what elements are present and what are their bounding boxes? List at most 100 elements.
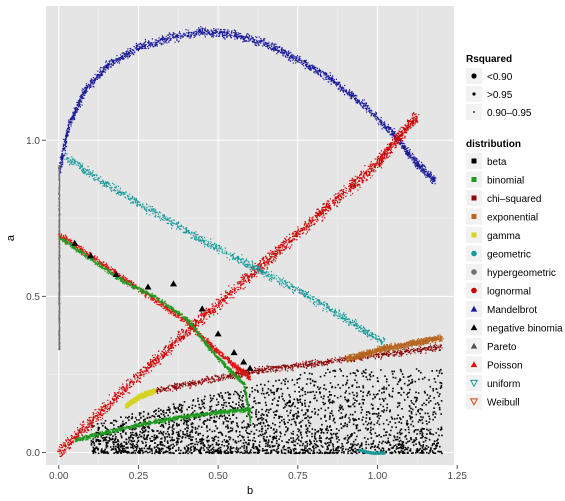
legend-item: hypergeometric — [466, 264, 556, 280]
legend-key-circle — [472, 92, 476, 96]
marker-point — [240, 358, 248, 365]
series-lognormal — [57, 112, 420, 458]
legend-key-square — [471, 214, 477, 219]
series-negative binomia — [71, 239, 254, 371]
legend-label: Weibull — [487, 398, 520, 409]
series-Mandelbrot — [58, 26, 437, 185]
band-points-chi–squared — [153, 343, 443, 395]
legend-label: binomial — [487, 176, 524, 187]
legend-title-rsquared: Rsquared — [466, 54, 512, 65]
legend-item: 0.90–0.95 — [466, 104, 532, 120]
legend-key-triangle-down — [469, 398, 479, 406]
series-chi–squared — [153, 343, 443, 395]
legend-key-square — [471, 177, 477, 182]
legend-key-square — [471, 195, 477, 201]
marker-point — [246, 364, 254, 371]
legend-key-circle — [471, 250, 477, 257]
legend-key-circle — [471, 269, 477, 275]
legend-label: gamma — [487, 231, 521, 242]
x-tick-label: 1.00 — [368, 471, 388, 482]
legend-item: Poisson — [466, 356, 523, 373]
legend-key-bg — [466, 393, 482, 410]
series-geometric — [64, 153, 386, 349]
series-exponential — [344, 334, 444, 363]
series-gamma — [124, 388, 157, 409]
legend-title-distribution: distribution — [466, 139, 521, 150]
legend-item: >0.95 — [466, 86, 513, 102]
legend-item: chi–squared — [466, 190, 541, 206]
legend-label: 0.90–0.95 — [487, 108, 532, 119]
legend-label: lognormal — [487, 287, 531, 298]
band-points-binomial-lower — [74, 406, 252, 443]
legend-label: chi–squared — [487, 194, 541, 205]
data-points — [57, 26, 444, 458]
x-tick-label: 0.00 — [49, 471, 69, 482]
marker-point — [144, 283, 152, 290]
legend-label: beta — [487, 157, 507, 168]
legend-label: hypergeometric — [487, 268, 556, 279]
legend-label: uniform — [487, 379, 520, 390]
legend-label: negative binomia — [487, 324, 563, 335]
band-points-lognormal — [57, 112, 420, 458]
legend-key-triangle-down — [469, 379, 479, 388]
legend-key-triangle — [470, 361, 478, 368]
legend-item: uniform — [466, 375, 520, 391]
band-points-geometric-cluster — [358, 448, 386, 456]
marker-point — [214, 330, 222, 337]
band-points-Mandelbrot — [58, 26, 437, 185]
legend-key-triangle — [470, 305, 478, 312]
legend-key-bg — [466, 375, 482, 391]
marker-point — [71, 239, 79, 246]
cloud-points-beta — [90, 368, 443, 455]
marker-point — [198, 305, 206, 312]
marker-point — [112, 271, 120, 278]
legend-label: Pareto — [487, 342, 517, 353]
legend-label: <0.90 — [487, 72, 513, 83]
legend-label: Mandelbrot — [487, 305, 537, 316]
x-tick-label: 1.25 — [447, 471, 467, 482]
legend-item: <0.90 — [466, 68, 513, 84]
legend-key-square — [471, 158, 477, 164]
legend-label: geometric — [487, 250, 531, 261]
series-geometric-cluster — [358, 448, 386, 456]
y-axis-title: a — [5, 234, 17, 241]
y-tick-label: 0.5 — [26, 292, 40, 303]
legend-key-circle — [473, 111, 475, 113]
legend-key-triangle — [470, 342, 478, 349]
legend-item: binomial — [466, 171, 524, 188]
legend: Rsquared <0.90 >0.95 0.90–0.95 distribution b… — [466, 54, 563, 410]
x-tick-label: 0.75 — [288, 471, 308, 482]
series-beta — [90, 368, 443, 455]
legend-label: exponential — [487, 213, 538, 224]
series-Poisson — [58, 233, 252, 381]
legend-item: exponential — [466, 208, 538, 225]
legend-key-circle — [471, 287, 477, 294]
band-points-geometric — [64, 153, 386, 349]
legend-item: Weibull — [466, 393, 520, 410]
x-axis-title: b — [247, 485, 253, 497]
legend-item: negative binomia — [466, 319, 563, 336]
legend-item: Mandelbrot — [466, 301, 537, 317]
legend-item: lognormal — [466, 282, 531, 299]
legend-item: Pareto — [466, 338, 517, 354]
series-hypergeometric — [58, 165, 61, 351]
band-points-gamma — [124, 388, 157, 409]
axes: 0.00 0.25 0.50 0.75 1.00 1.25 0.0 0.5 1.0 — [26, 136, 467, 482]
legend-key-circle — [471, 73, 477, 79]
legend-label: Poisson — [487, 361, 523, 372]
legend-item: geometric — [466, 245, 531, 262]
band-points-Poisson — [58, 233, 252, 381]
y-tick-label: 0.0 — [26, 448, 40, 459]
band-points-exponential — [344, 334, 444, 363]
legend-key-triangle — [470, 324, 478, 331]
marker-point — [87, 252, 95, 259]
y-tick-label: 1.0 — [26, 136, 40, 147]
legend-item: beta — [466, 153, 507, 169]
marker-point — [230, 349, 238, 356]
x-tick-label: 0.50 — [208, 471, 228, 482]
x-tick-label: 0.25 — [129, 471, 149, 482]
legend-label: >0.95 — [487, 90, 513, 101]
band-points-hypergeometric — [58, 165, 61, 351]
legend-key-square — [471, 232, 477, 238]
